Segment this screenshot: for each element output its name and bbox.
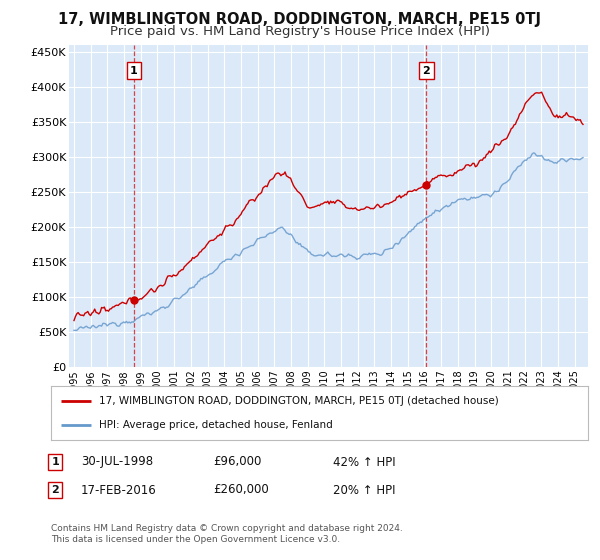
Text: 2: 2 [422,66,430,76]
Text: 30-JUL-1998: 30-JUL-1998 [81,455,153,469]
Text: HPI: Average price, detached house, Fenland: HPI: Average price, detached house, Fenl… [100,420,333,430]
Text: 42% ↑ HPI: 42% ↑ HPI [333,455,395,469]
Text: 2: 2 [52,485,59,495]
Text: 17-FEB-2016: 17-FEB-2016 [81,483,157,497]
Text: Contains HM Land Registry data © Crown copyright and database right 2024.: Contains HM Land Registry data © Crown c… [51,524,403,533]
Text: 1: 1 [130,66,137,76]
Text: 17, WIMBLINGTON ROAD, DODDINGTON, MARCH, PE15 0TJ (detached house): 17, WIMBLINGTON ROAD, DODDINGTON, MARCH,… [100,396,499,406]
Text: 20% ↑ HPI: 20% ↑ HPI [333,483,395,497]
Text: Price paid vs. HM Land Registry's House Price Index (HPI): Price paid vs. HM Land Registry's House … [110,25,490,38]
Text: This data is licensed under the Open Government Licence v3.0.: This data is licensed under the Open Gov… [51,535,340,544]
Text: 17, WIMBLINGTON ROAD, DODDINGTON, MARCH, PE15 0TJ: 17, WIMBLINGTON ROAD, DODDINGTON, MARCH,… [59,12,542,27]
Text: £260,000: £260,000 [213,483,269,497]
Text: 1: 1 [52,457,59,467]
Text: £96,000: £96,000 [213,455,262,469]
